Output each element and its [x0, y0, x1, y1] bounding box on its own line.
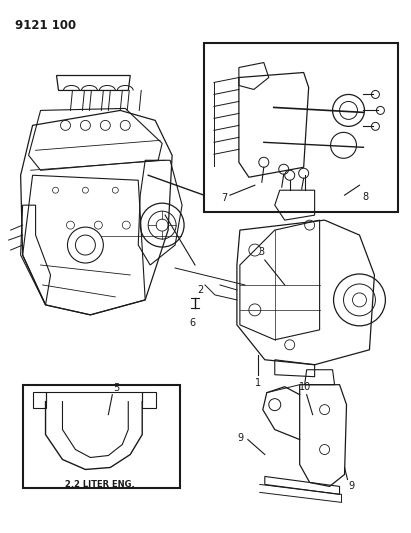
Text: 9121 100: 9121 100: [15, 19, 76, 31]
Text: 7: 7: [222, 193, 228, 203]
Text: 9: 9: [349, 481, 355, 491]
Text: 8: 8: [363, 192, 369, 202]
Text: 2.2 LITER ENG.: 2.2 LITER ENG.: [65, 480, 135, 489]
Bar: [23, 385, 180, 488]
Bar: [204, 43, 398, 212]
Text: 2: 2: [197, 285, 203, 295]
Text: 6: 6: [189, 318, 195, 328]
Text: 3: 3: [259, 247, 265, 257]
Text: 5: 5: [113, 383, 120, 393]
Text: 10: 10: [298, 382, 311, 392]
Text: 9: 9: [238, 433, 244, 442]
Text: 1: 1: [255, 378, 261, 387]
